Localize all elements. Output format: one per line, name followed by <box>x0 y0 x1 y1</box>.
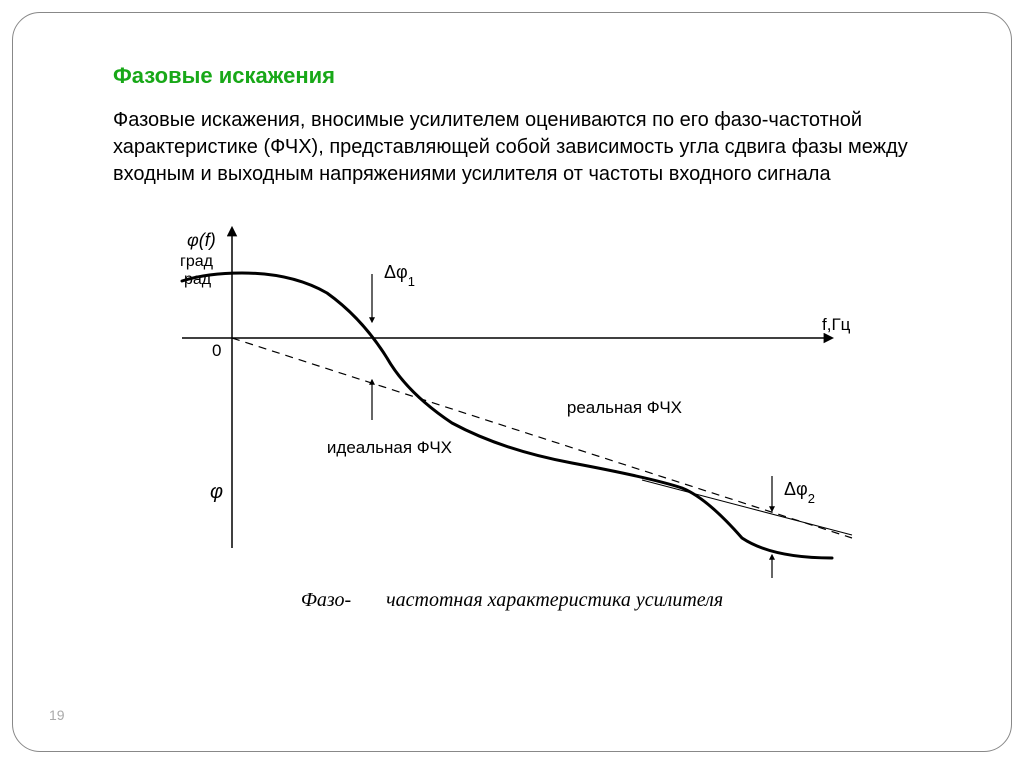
svg-text:реальная ФЧХ: реальная ФЧХ <box>567 398 682 417</box>
caption-right: частотная характеристика усилителя <box>386 589 723 611</box>
figure-caption: Фазо- частотная характеристика усилителя <box>152 589 872 612</box>
svg-text:град: град <box>180 253 214 270</box>
svg-text:идеальная ФЧХ: идеальная ФЧХ <box>327 438 452 457</box>
svg-text:Δφ2: Δφ2 <box>784 479 815 506</box>
page-number: 19 <box>49 707 65 723</box>
svg-text:f,Гц: f,Гц <box>822 315 851 334</box>
svg-text:φ: φ <box>210 481 223 503</box>
phase-chart: φ(f)градрад0φf,Гцреальная ФЧХидеальная Ф… <box>152 218 872 598</box>
caption-left: Фазо- <box>301 589 351 611</box>
svg-text:Δφ1: Δφ1 <box>384 262 415 289</box>
slide-title: Фазовые искажения <box>113 63 951 89</box>
body-paragraph: Фазовые искажения, вносимые усилителем о… <box>113 107 941 188</box>
svg-text:φ(f): φ(f) <box>187 230 216 250</box>
slide-frame: Фазовые искажения Фазовые искажения, вно… <box>12 12 1012 752</box>
svg-text:0: 0 <box>212 341 221 360</box>
